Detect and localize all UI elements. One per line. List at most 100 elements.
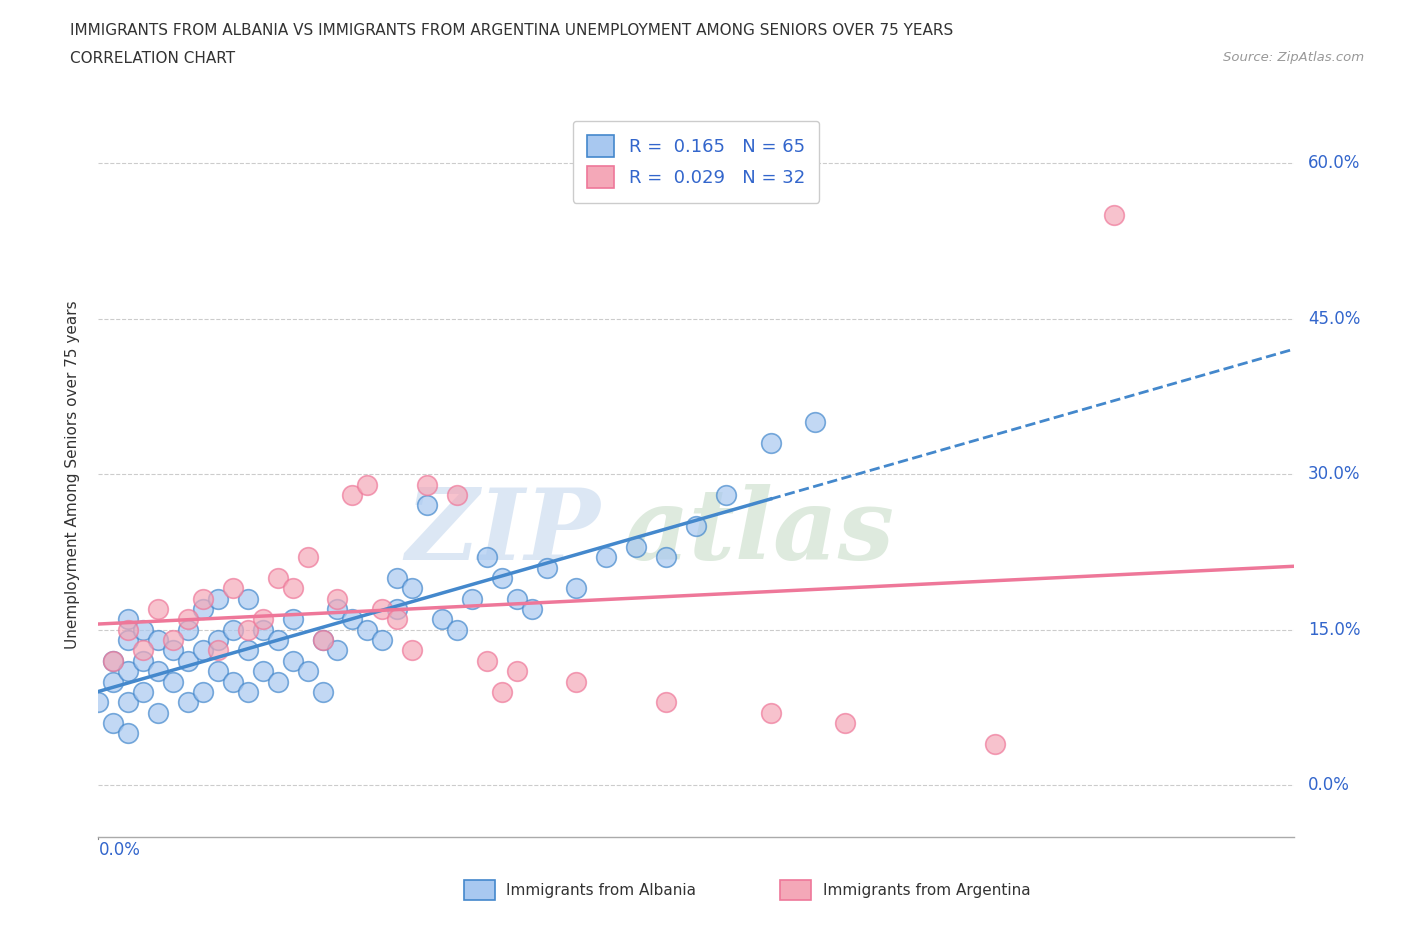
Point	[132, 684, 155, 699]
Point	[207, 643, 229, 658]
Point	[520, 602, 543, 617]
Point	[103, 654, 125, 669]
Point	[281, 612, 304, 627]
Y-axis label: Unemployment Among Seniors over 75 years: Unemployment Among Seniors over 75 years	[65, 300, 80, 648]
Point	[311, 632, 333, 647]
Text: ZIP: ZIP	[405, 485, 600, 580]
Point	[491, 684, 513, 699]
Point	[685, 519, 707, 534]
Point	[714, 487, 737, 502]
Text: 0.0%: 0.0%	[98, 841, 141, 858]
Point	[326, 602, 349, 617]
Point	[416, 498, 439, 512]
Text: Source: ZipAtlas.com: Source: ZipAtlas.com	[1223, 51, 1364, 64]
Point	[297, 550, 319, 565]
Point	[117, 726, 139, 741]
Point	[1102, 207, 1125, 222]
Text: CORRELATION CHART: CORRELATION CHART	[70, 51, 235, 66]
Text: 30.0%: 30.0%	[1308, 465, 1361, 484]
Point	[236, 643, 259, 658]
Point	[103, 654, 125, 669]
Point	[536, 560, 558, 575]
Point	[371, 602, 394, 617]
Point	[103, 674, 125, 689]
Text: Immigrants from Albania: Immigrants from Albania	[506, 883, 696, 897]
Point	[475, 654, 498, 669]
Point	[281, 581, 304, 596]
Point	[177, 622, 200, 637]
Point	[475, 550, 498, 565]
Point	[506, 591, 529, 606]
Point	[385, 602, 409, 617]
Point	[385, 612, 409, 627]
Point	[252, 664, 274, 679]
Point	[655, 695, 678, 710]
Point	[311, 684, 333, 699]
Point	[267, 632, 290, 647]
Point	[177, 695, 200, 710]
Text: Immigrants from Argentina: Immigrants from Argentina	[823, 883, 1031, 897]
Point	[117, 632, 139, 647]
Point	[252, 612, 274, 627]
Text: atlas: atlas	[624, 485, 894, 580]
Point	[222, 622, 245, 637]
Point	[311, 632, 333, 647]
Point	[385, 570, 409, 585]
Point	[401, 581, 423, 596]
Point	[834, 715, 856, 730]
Point	[87, 695, 110, 710]
Point	[506, 664, 529, 679]
Text: 0.0%: 0.0%	[1308, 777, 1350, 794]
Point	[103, 715, 125, 730]
Point	[342, 487, 364, 502]
Point	[491, 570, 513, 585]
Text: 15.0%: 15.0%	[1308, 620, 1361, 639]
Point	[371, 632, 394, 647]
Point	[117, 612, 139, 627]
Point	[565, 581, 588, 596]
Point	[162, 643, 184, 658]
Point	[117, 695, 139, 710]
Point	[222, 674, 245, 689]
Point	[132, 643, 155, 658]
Legend: R =  0.165   N = 65, R =  0.029   N = 32: R = 0.165 N = 65, R = 0.029 N = 32	[572, 121, 820, 203]
Point	[148, 602, 170, 617]
Point	[132, 622, 155, 637]
Point	[342, 612, 364, 627]
Point	[252, 622, 274, 637]
Text: IMMIGRANTS FROM ALBANIA VS IMMIGRANTS FROM ARGENTINA UNEMPLOYMENT AMONG SENIORS : IMMIGRANTS FROM ALBANIA VS IMMIGRANTS FR…	[70, 23, 953, 38]
Point	[236, 684, 259, 699]
Point	[446, 622, 468, 637]
Point	[148, 664, 170, 679]
Point	[177, 612, 200, 627]
Point	[148, 705, 170, 720]
Point	[132, 654, 155, 669]
Point	[117, 622, 139, 637]
Point	[236, 591, 259, 606]
Point	[565, 674, 588, 689]
Point	[267, 570, 290, 585]
Point	[267, 674, 290, 689]
Point	[430, 612, 453, 627]
Point	[191, 643, 214, 658]
Point	[446, 487, 468, 502]
Point	[162, 632, 184, 647]
Text: 60.0%: 60.0%	[1308, 154, 1360, 172]
Point	[595, 550, 617, 565]
Point	[326, 643, 349, 658]
Point	[326, 591, 349, 606]
Point	[117, 664, 139, 679]
Point	[222, 581, 245, 596]
Point	[655, 550, 678, 565]
Point	[162, 674, 184, 689]
Point	[356, 477, 378, 492]
Point	[416, 477, 439, 492]
Point	[461, 591, 484, 606]
Point	[148, 632, 170, 647]
Point	[191, 684, 214, 699]
Point	[624, 539, 647, 554]
Text: 45.0%: 45.0%	[1308, 310, 1360, 328]
Point	[804, 415, 827, 430]
Point	[177, 654, 200, 669]
Point	[983, 737, 1005, 751]
